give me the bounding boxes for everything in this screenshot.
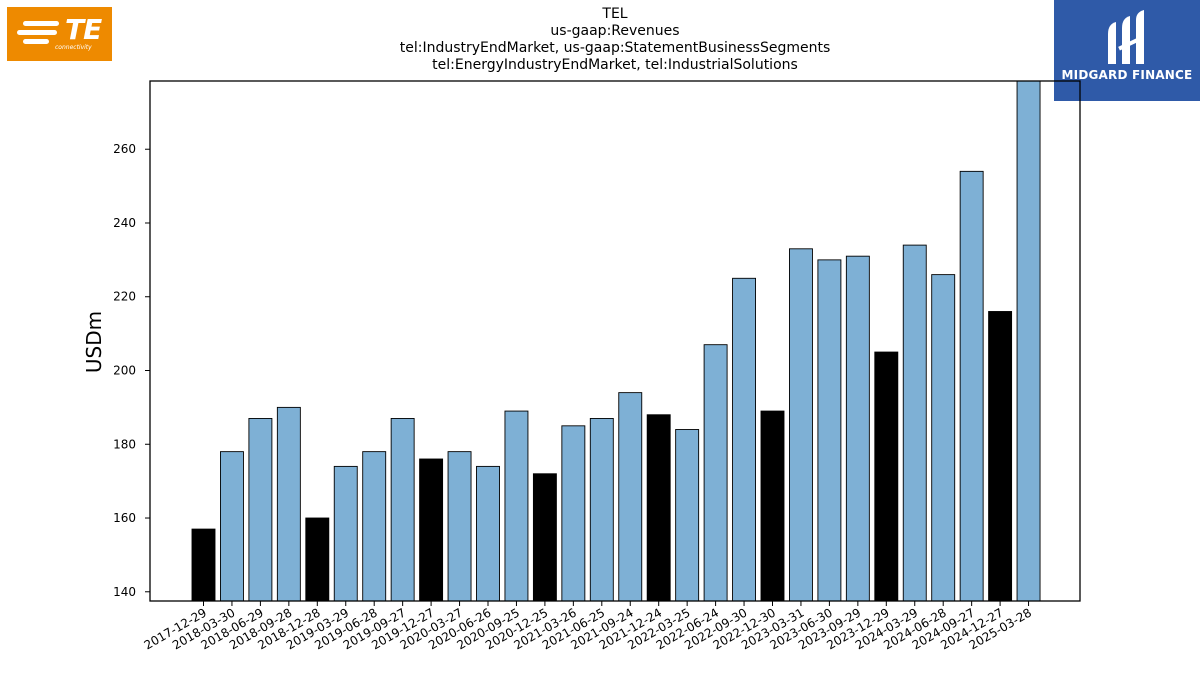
bar-2024-06-28: [931, 274, 956, 601]
bar-2023-03-31: [789, 248, 813, 601]
bar-2022-03-25: [675, 429, 700, 601]
bar-2020-06-26: [476, 465, 500, 601]
chart-title-line-3: tel:IndustryEndMarket, us-gaap:Statement…: [399, 40, 831, 56]
bar-2022-06-24: [703, 344, 728, 601]
bar-2020-12-25: [532, 473, 557, 601]
y-tick-label: 200: [113, 364, 136, 378]
bar-2025-03-28: [1016, 81, 1041, 601]
bar-2020-03-27: [447, 451, 472, 601]
chart-title-line-2: us-gaap:Revenues: [550, 23, 680, 39]
midgard-logo-text: MIDGARD FINANCE: [1061, 68, 1193, 82]
y-axis-label: USDm: [82, 311, 106, 373]
bar-2019-06-28: [362, 451, 387, 601]
bar-2018-09-28: [276, 406, 301, 601]
midgard-finance-logo: MIDGARD FINANCE: [1054, 0, 1200, 101]
chart-title-line-4: tel:EnergyIndustryEndMarket, tel:Industr…: [432, 57, 798, 73]
bar-2024-03-29: [902, 244, 927, 601]
x-axis: 2017-12-292018-03-302018-06-292018-09-28…: [142, 601, 1034, 652]
bar-series: [191, 81, 1041, 601]
bar-2021-06-25: [589, 418, 614, 601]
midgard-m-icon: [1108, 10, 1144, 64]
y-tick-label: 240: [113, 216, 136, 230]
bar-2023-12-29: [874, 351, 899, 601]
bar-2024-09-27: [959, 170, 984, 601]
y-axis: 140 160 180 200 220 240 260: [113, 142, 150, 599]
bar-2020-09-25: [504, 410, 529, 601]
bar-2018-12-28: [305, 517, 330, 601]
bar-2019-09-27: [390, 418, 415, 601]
chart-title-line-1: TEL: [602, 6, 628, 22]
bar-2023-06-30: [817, 259, 842, 601]
bar-2022-09-30: [732, 277, 756, 601]
y-tick-label: 220: [113, 290, 136, 304]
bar-2022-12-30: [760, 410, 785, 601]
te-connectivity-logo: TE connectivity: [7, 7, 112, 61]
bar-2024-12-27: [988, 311, 1013, 601]
y-tick-label: 160: [113, 511, 136, 525]
bar-2021-12-24: [646, 414, 671, 601]
bar-2019-03-29: [333, 465, 358, 601]
bar-2018-03-30: [219, 451, 244, 601]
y-tick-label: 260: [113, 142, 136, 156]
bar-2023-09-29: [845, 255, 870, 601]
bar-2017-12-29: [191, 528, 216, 601]
y-tick-label: 180: [113, 437, 136, 451]
bar-2018-06-29: [248, 418, 273, 601]
te-logo-subtext: connectivity: [55, 44, 92, 51]
bar-2019-12-27: [419, 458, 444, 601]
bar-2021-03-26: [561, 425, 586, 601]
bar-2021-09-24: [618, 392, 643, 601]
y-tick-label: 140: [113, 585, 136, 599]
te-logo-text: TE: [65, 13, 102, 46]
chart-title: TEL us-gaap:Revenues tel:IndustryEndMark…: [150, 6, 1080, 74]
plot-frame: [149, 80, 1081, 602]
te-stripes-icon: [17, 21, 59, 44]
